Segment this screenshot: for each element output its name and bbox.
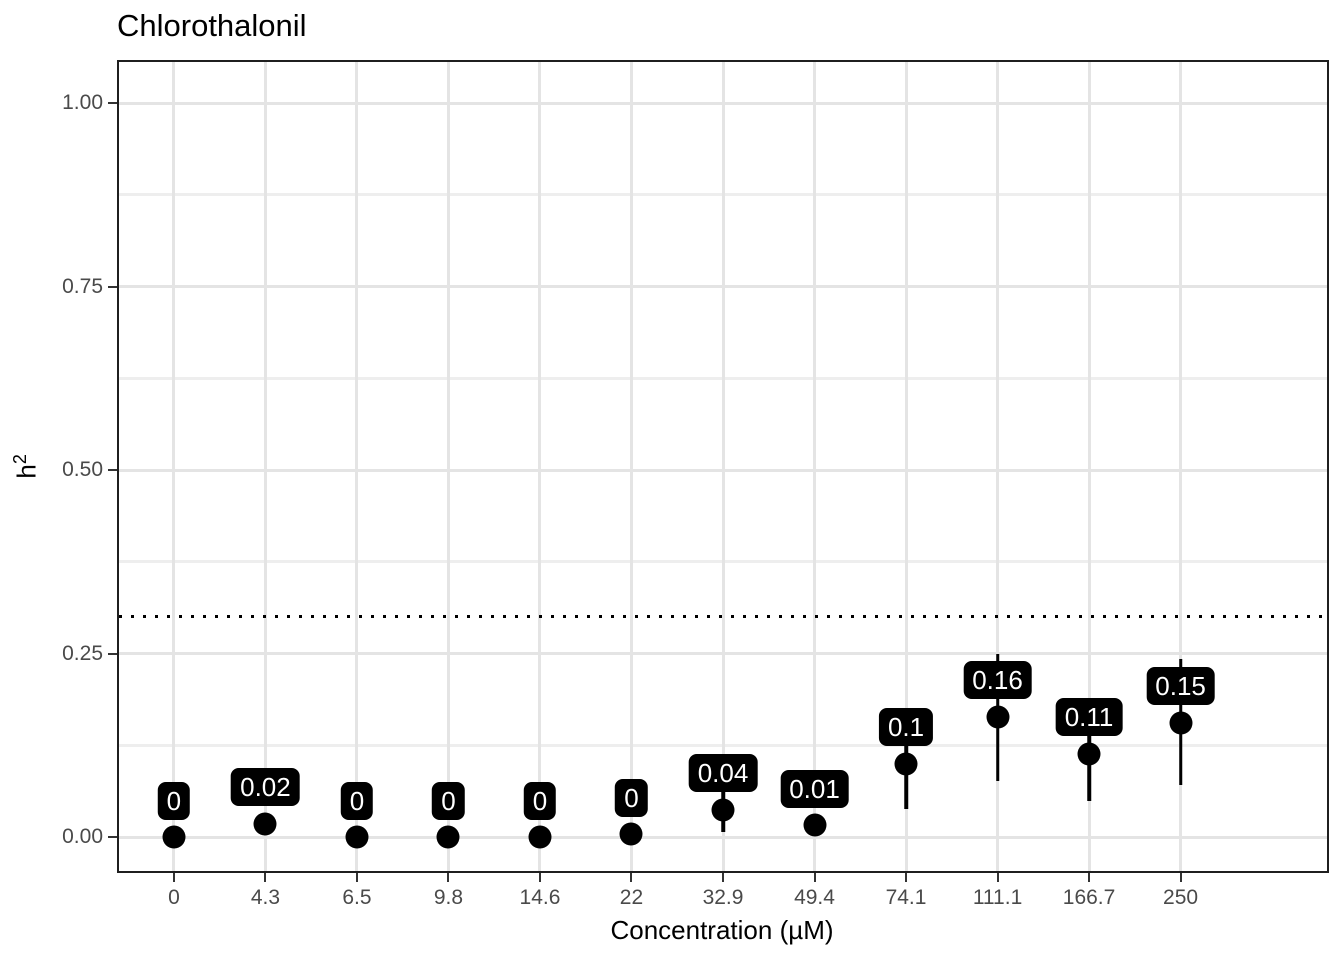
y-axis-tick	[108, 652, 117, 655]
x-axis-tick	[447, 873, 450, 882]
data-point	[345, 825, 369, 849]
y-axis-tick	[108, 469, 117, 472]
x-axis-tick	[996, 873, 999, 882]
data-point	[253, 812, 277, 836]
gridline-x-major	[629, 62, 633, 871]
x-axis-tick	[264, 873, 267, 882]
x-axis-tick	[172, 873, 175, 882]
value-label: 0	[615, 778, 648, 817]
gridline-x-major	[996, 62, 1000, 871]
value-label: 0.01	[780, 769, 849, 808]
data-point	[986, 705, 1010, 729]
value-label: 0	[340, 781, 374, 820]
value-label: 0.11	[1055, 697, 1123, 736]
x-axis-tick	[630, 873, 633, 882]
y-axis-tick-label: 0.75	[62, 274, 103, 298]
value-label: 0.1	[878, 708, 934, 747]
y-axis-tick	[108, 102, 117, 105]
x-axis-title: Concentration (µM)	[610, 915, 834, 945]
x-axis-tick	[355, 873, 358, 882]
x-axis-tick-label: 250	[1163, 886, 1199, 909]
x-axis-tick	[1179, 873, 1182, 882]
data-point	[1169, 711, 1193, 735]
x-axis-tick-label: 22	[619, 886, 644, 909]
x-axis-tick-label: 14.6	[519, 886, 561, 909]
gridline-x-major	[1087, 62, 1091, 871]
value-label: 0	[157, 781, 191, 820]
value-label: 0	[432, 781, 465, 820]
x-axis-tick	[1088, 873, 1091, 882]
gridline-x-major	[263, 62, 267, 871]
data-point	[711, 798, 735, 822]
value-label: 0.02	[231, 768, 300, 807]
y-axis-tick-label: 0.00	[62, 825, 103, 849]
data-point	[803, 813, 826, 837]
x-axis-tick	[813, 873, 816, 882]
data-point	[619, 822, 643, 846]
data-point	[436, 825, 460, 849]
x-axis-tick	[722, 873, 724, 882]
x-axis-tick-label: 9.8	[433, 886, 464, 909]
x-axis-tick-label: 74.1	[885, 886, 927, 909]
data-point	[894, 752, 918, 776]
x-axis-tick-label: 49.4	[794, 886, 835, 909]
data-point	[162, 825, 186, 849]
plot-area: 0 0.02 0 0 0 0 0.04 0.01 0.1 0.16 0.11 0.15	[119, 62, 1327, 871]
gridline-x-major	[446, 62, 450, 871]
reference-line	[119, 615, 1327, 619]
gridline-x-major	[904, 62, 908, 871]
gridline-x-major	[538, 62, 542, 871]
value-label: 0.16	[963, 661, 1032, 700]
y-axis-tick-label: 0.50	[62, 458, 103, 482]
value-label: 0	[523, 781, 557, 820]
y-axis-tick	[108, 285, 117, 288]
x-axis-tick-label: 32.9	[702, 886, 744, 909]
chart-title: Chlorothalonil	[117, 8, 307, 43]
gridline-x-major	[721, 62, 725, 871]
y-axis-tick	[108, 836, 117, 839]
x-axis-tick-label: 6.5	[342, 886, 372, 909]
plot-panel: 0 0.02 0 0 0 0 0.04 0.01 0.1 0.16 0.11 0.15	[117, 60, 1329, 873]
gridline-x-major	[355, 62, 359, 871]
data-point	[1077, 742, 1101, 766]
x-axis-tick-label: 166.7	[1062, 886, 1116, 909]
x-axis-tick-label: 111.1	[972, 886, 1023, 909]
x-axis-tick	[538, 873, 541, 882]
gridline-x-major	[1179, 62, 1183, 871]
gridline-x-major	[813, 62, 816, 871]
value-label: 0.15	[1146, 667, 1215, 705]
gridline-x-major	[172, 62, 176, 871]
y-axis-tick-label: 1.00	[62, 91, 103, 115]
data-point	[528, 825, 552, 849]
x-axis-tick-label: 4.3	[250, 886, 281, 909]
x-axis-tick	[905, 873, 908, 882]
value-label: 0.04	[688, 754, 758, 793]
x-axis-tick-label: 0	[168, 886, 180, 909]
y-axis-tick-label: 0.25	[62, 641, 103, 665]
